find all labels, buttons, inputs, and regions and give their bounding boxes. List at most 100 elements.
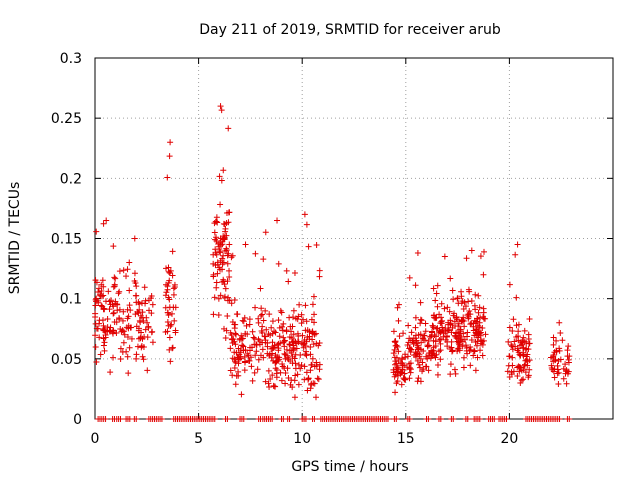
data-point (447, 361, 454, 368)
data-point (390, 366, 397, 373)
data-point (563, 367, 570, 374)
data-point (560, 365, 567, 372)
data-point (308, 361, 315, 368)
data-point (430, 337, 437, 344)
data-point (301, 363, 308, 370)
data-point (213, 284, 220, 291)
data-point (243, 322, 250, 329)
data-point (460, 314, 467, 321)
data-point (278, 377, 285, 384)
data-point (261, 333, 268, 340)
data-point (412, 349, 419, 356)
data-point (226, 241, 233, 248)
data-point (422, 328, 429, 335)
data-point (229, 252, 236, 259)
data-point (229, 372, 236, 379)
data-point (256, 341, 263, 348)
data-point (292, 365, 299, 372)
data-point (453, 314, 460, 321)
data-point (267, 375, 274, 382)
data-point (249, 377, 256, 384)
data-point (401, 370, 408, 377)
data-point (302, 327, 309, 334)
data-point (458, 317, 465, 324)
data-point (260, 317, 267, 324)
data-point (226, 274, 233, 281)
data-point (120, 339, 127, 346)
data-point (171, 317, 178, 324)
data-point (110, 309, 117, 316)
data-point (524, 351, 531, 358)
data-point (470, 323, 477, 330)
data-point (120, 308, 127, 315)
data-point (170, 291, 177, 298)
data-point (133, 283, 140, 290)
data-point (100, 283, 107, 290)
data-point (559, 337, 566, 344)
data-point (223, 327, 230, 334)
data-point (216, 173, 223, 180)
data-point (110, 354, 117, 361)
data-point (246, 347, 253, 354)
data-point (413, 350, 420, 357)
data-point (290, 346, 297, 353)
data-point (480, 248, 487, 255)
data-point (509, 328, 516, 335)
data-point (458, 293, 465, 300)
data-point (215, 295, 222, 302)
data-point (241, 353, 248, 360)
data-point (290, 314, 297, 321)
data-point (288, 334, 295, 341)
data-point (477, 347, 484, 354)
data-point (93, 228, 100, 235)
data-point (227, 345, 234, 352)
data-point (218, 177, 225, 184)
data-point (107, 369, 114, 376)
data-point (242, 346, 249, 353)
data-point (465, 315, 472, 322)
data-point (520, 376, 527, 383)
data-point (461, 299, 468, 306)
data-point (565, 356, 572, 363)
data-point (272, 329, 279, 336)
data-point (526, 366, 533, 373)
data-point (253, 348, 260, 355)
data-point (149, 301, 156, 308)
data-point (102, 298, 109, 305)
data-point (460, 330, 467, 337)
data-point (133, 323, 140, 330)
data-point (515, 337, 522, 344)
data-point (126, 344, 133, 351)
data-point (101, 339, 108, 346)
data-point (305, 375, 312, 382)
data-point (222, 285, 229, 292)
data-point (141, 284, 148, 291)
data-point (239, 342, 246, 349)
data-point (110, 243, 117, 250)
data-point-zero (286, 416, 293, 422)
data-point (232, 381, 239, 388)
x-tick-label: 15 (397, 431, 415, 447)
data-point (392, 338, 399, 345)
data-point (285, 375, 292, 382)
data-point (286, 314, 293, 321)
data-point (421, 332, 428, 339)
data-point (553, 348, 560, 355)
data-point (93, 325, 100, 332)
data-point (510, 316, 517, 323)
data-point (391, 346, 398, 353)
data-point (134, 343, 141, 350)
data-point (139, 353, 146, 360)
data-point (93, 298, 100, 305)
data-point (214, 219, 221, 226)
data-point (232, 331, 239, 338)
data-point (438, 314, 445, 321)
data-point-zero (566, 416, 573, 422)
data-point (259, 329, 266, 336)
data-point-peak (131, 235, 138, 242)
data-point (392, 389, 399, 396)
data-point (298, 320, 305, 327)
data-point (163, 281, 169, 288)
data-point (226, 267, 233, 274)
data-point (166, 334, 173, 341)
